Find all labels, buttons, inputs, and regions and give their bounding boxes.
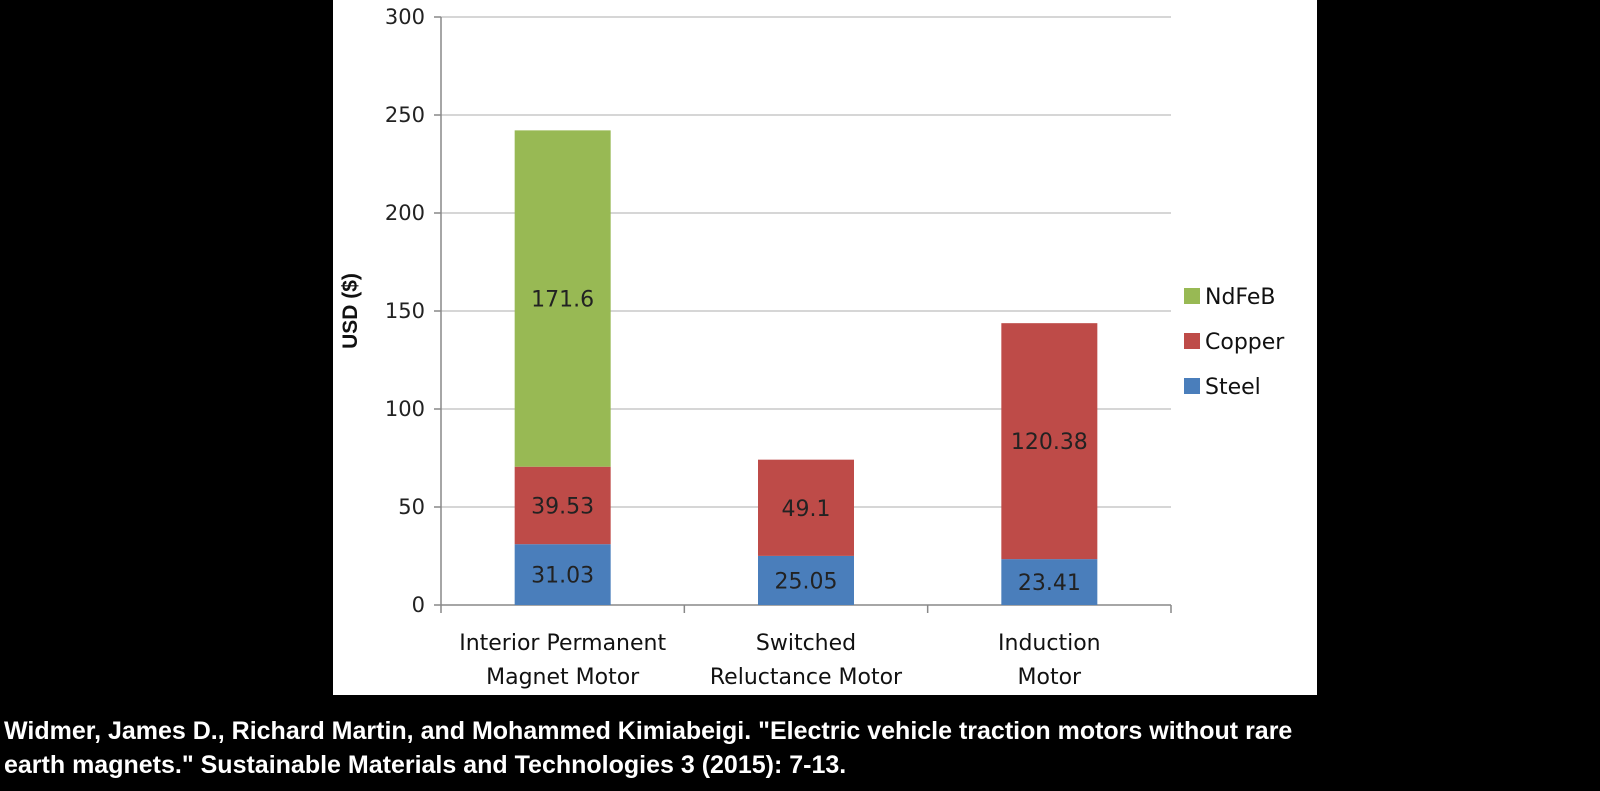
x-category-label: Reluctance Motor [710, 665, 903, 690]
data-label: 39.53 [531, 494, 594, 519]
x-category-label: Motor [1018, 665, 1083, 690]
bar-segment-steel [758, 555, 854, 605]
citation-line-2: earth magnets." Sustainable Materials an… [4, 751, 847, 779]
chart-panel: 0 50 100 150 200 250 300 USD ($) 31.03 39.53 171.6… [333, 0, 1317, 695]
x-category-label: Interior Permanent [459, 631, 666, 656]
bar-segment-copper [758, 459, 854, 556]
legend-swatch-steel [1184, 378, 1200, 394]
citation: Widmer, James D., Richard Martin, and Mo… [4, 714, 1598, 782]
data-label: 25.05 [775, 569, 838, 594]
data-label: 31.03 [531, 564, 594, 589]
y-axis-title: USD ($) [339, 273, 362, 349]
legend-label-ndfeb: NdFeB [1205, 285, 1276, 310]
data-label: 49.1 [782, 497, 831, 522]
y-tick-label: 100 [385, 397, 425, 421]
bar-segment-copper [514, 466, 611, 545]
y-tick-label: 300 [385, 5, 425, 29]
x-category-label: Switched [756, 631, 856, 656]
legend-swatch-copper [1184, 333, 1200, 349]
data-label: 171.6 [531, 288, 594, 313]
legend-swatch-ndfeb [1184, 288, 1200, 304]
x-category-label: Induction [998, 631, 1101, 656]
citation-line-1: Widmer, James D., Richard Martin, and Mo… [4, 717, 1293, 745]
bar-segment-steel [514, 544, 611, 605]
y-tick-label: 250 [385, 103, 425, 127]
data-label: 23.41 [1018, 571, 1081, 596]
x-category-label: Magnet Motor [486, 665, 640, 690]
bar-segment-ndfeb [514, 130, 611, 467]
y-tick-label: 50 [398, 495, 425, 519]
y-tick-label: 0 [412, 593, 425, 617]
y-tick-label: 150 [385, 299, 425, 323]
legend-label-steel: Steel [1205, 375, 1261, 400]
data-label: 120.38 [1011, 430, 1088, 455]
stacked-bar-chart: 0 50 100 150 200 250 300 USD ($) 31.03 39.53 171.6… [339, 5, 1285, 690]
legend-label-copper: Copper [1205, 330, 1285, 355]
y-tick-label: 200 [385, 201, 425, 225]
bar-segment-steel [1001, 559, 1098, 605]
bar-segment-copper [1001, 323, 1098, 560]
